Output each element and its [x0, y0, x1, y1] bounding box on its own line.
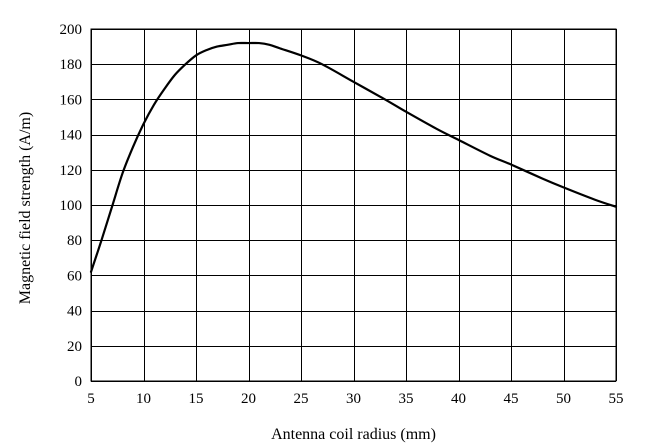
x-tick-label: 10 — [136, 391, 151, 407]
x-tick-label: 45 — [504, 391, 519, 407]
x-tick-label: 30 — [346, 391, 361, 407]
y-tick-label: 80 — [67, 233, 82, 249]
y-tick-label: 0 — [75, 374, 83, 390]
y-tick-labels: 0 20 40 60 80 100 120 140 160 180 200 — [60, 22, 83, 390]
y-tick-label: 60 — [67, 268, 82, 284]
y-tick-label: 180 — [60, 57, 83, 73]
y-tick-label: 40 — [67, 304, 82, 320]
y-tick-label: 100 — [60, 198, 83, 214]
y-tick-label: 120 — [60, 163, 83, 179]
x-tick-label: 35 — [399, 391, 414, 407]
series-line-0 — [89, 41, 618, 273]
y-tick-label: 200 — [60, 22, 83, 38]
x-tick-labels: 5 10 15 20 25 30 35 40 45 50 55 — [87, 391, 623, 407]
y-axis-title: Magnetic field strength (A/m) — [17, 112, 34, 304]
x-tick-label: 20 — [241, 391, 256, 407]
y-tick-label: 20 — [67, 339, 82, 355]
series-lines — [89, 41, 618, 273]
y-tick-label: 140 — [60, 128, 83, 144]
x-tick-label: 5 — [87, 391, 95, 407]
x-tick-label: 55 — [609, 391, 624, 407]
x-tick-label: 50 — [556, 391, 571, 407]
x-axis-title: Antenna coil radius (mm) — [271, 426, 436, 443]
y-tick-label: 160 — [60, 92, 83, 108]
x-tick-label: 25 — [294, 391, 309, 407]
plot-frame — [90, 28, 617, 382]
x-tick-label: 15 — [189, 391, 204, 407]
x-tick-label: 40 — [451, 391, 466, 407]
